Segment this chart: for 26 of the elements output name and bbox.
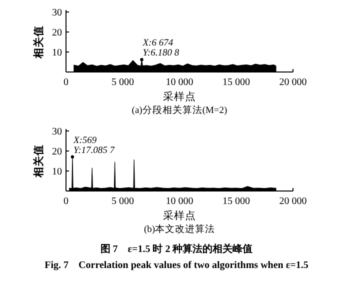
ytick: 10 <box>52 166 62 178</box>
title: (a)分段相关算法(M=2) <box>132 106 228 116</box>
caption: 图 7 ε=1.5 时 2 种算法的相关峰值 <box>100 244 253 255</box>
annotation: X:569 Y:17.085 7 <box>73 136 115 156</box>
xtick: 0 <box>64 77 68 88</box>
ylabel: 相关值 <box>34 144 45 178</box>
xlabel: 采样点 <box>163 211 196 222</box>
ytick: 20 <box>52 28 62 38</box>
ylabel: 相关值 <box>34 26 45 58</box>
xtick: 5 000 <box>112 196 134 207</box>
xtick: 20 000 <box>279 77 307 88</box>
xtick: 20 000 <box>279 196 307 207</box>
xtick: 10 000 <box>166 77 194 88</box>
xlabel: 采样点 <box>163 92 196 103</box>
xtick: 10 000 <box>166 196 194 207</box>
ytick: 30 <box>52 8 62 18</box>
ytick: 10 <box>52 48 62 58</box>
xtick: 15 000 <box>222 196 250 207</box>
title: (b)本文改进算法 <box>144 225 216 235</box>
xtick: 0 <box>64 196 68 207</box>
annotation: X:6 674 Y:6.180 8 <box>142 38 180 59</box>
caption: Fig. 7 Correlation peak values of two algorithms when ε=1.5 <box>44 260 308 271</box>
xtick: 5 000 <box>112 77 134 88</box>
xtick: 15 000 <box>222 77 250 88</box>
ytick: 30 <box>52 126 62 138</box>
ytick: 20 <box>52 146 62 158</box>
